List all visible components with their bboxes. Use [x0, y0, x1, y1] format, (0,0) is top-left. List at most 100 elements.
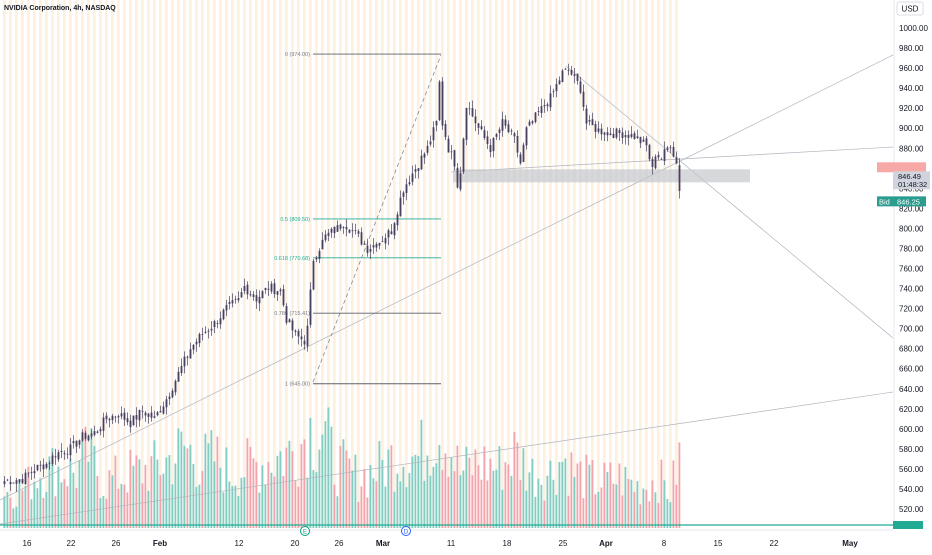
volume-bar: [627, 478, 630, 528]
time-tick-label: 18: [503, 539, 512, 548]
currency-button[interactable]: USD: [896, 1, 924, 16]
session-stripe: [249, 0, 252, 528]
session-stripe: [483, 0, 486, 528]
session-stripe: [213, 0, 216, 528]
time-tick-label: 8: [662, 539, 667, 548]
candle-body: [330, 228, 333, 233]
volume-bar: [114, 455, 117, 528]
candle-body: [591, 119, 594, 126]
volume-bar: [273, 476, 276, 528]
candle-body: [18, 479, 21, 483]
time-tick-label: 16: [23, 539, 32, 548]
volume-bar: [633, 491, 636, 528]
candle-body: [219, 318, 222, 325]
candle-body: [279, 289, 282, 292]
candle-body: [462, 138, 465, 172]
volume-bar: [177, 428, 180, 528]
candle-body: [138, 409, 141, 421]
session-stripe: [69, 0, 72, 528]
volume-bar: [465, 446, 468, 528]
volume-bar: [486, 480, 489, 528]
volume-bar: [63, 479, 66, 528]
time-tick-label: May: [842, 539, 858, 548]
price-tick-label: 940.00: [899, 84, 924, 93]
volume-bar: [186, 448, 189, 528]
candle-body: [174, 380, 177, 393]
volume-bar: [234, 485, 237, 528]
price-tick-label: 520.00: [899, 505, 924, 514]
session-stripe: [81, 0, 84, 528]
candle-body: [180, 365, 183, 373]
volume-bar: [279, 451, 282, 528]
volume-bar: [66, 486, 69, 528]
candle-body: [108, 418, 111, 421]
volume-bar: [444, 453, 447, 528]
price-tick-label: 620.00: [899, 405, 924, 414]
candle-body: [609, 133, 612, 136]
session-stripe: [543, 0, 546, 528]
volume-bar: [69, 458, 72, 528]
candle-body: [297, 331, 300, 337]
candle-body: [66, 453, 69, 455]
session-stripe: [411, 0, 414, 528]
volume-bar: [216, 436, 219, 528]
candle-body: [72, 441, 75, 444]
candle-body: [234, 298, 237, 300]
volume-bar: [450, 457, 453, 528]
prev-close-tag: [877, 162, 926, 173]
volume-bar: [261, 465, 264, 528]
candle-body: [615, 128, 618, 138]
volume-bar: [630, 479, 633, 528]
candle-body: [252, 294, 255, 297]
volume-bar: [342, 439, 345, 528]
candle-body: [153, 416, 156, 418]
candle-body: [261, 291, 264, 299]
volume-bar: [300, 444, 303, 528]
candle-body: [675, 157, 678, 164]
volume-bar: [582, 498, 585, 528]
candle-body: [21, 478, 24, 484]
volume-bar: [453, 471, 456, 528]
time-tick-label: Mar: [376, 539, 390, 548]
candle-body: [258, 296, 261, 304]
bid-value-bg: [893, 196, 926, 207]
session-stripe: [273, 0, 276, 528]
volume-bar: [336, 496, 339, 528]
session-stripe: [141, 0, 144, 528]
volume-bar: [9, 497, 12, 528]
volume-bar: [576, 463, 579, 528]
volume-bar: [504, 462, 507, 528]
candle-body: [207, 330, 210, 332]
volume-bar: [456, 445, 459, 528]
session-stripe: [405, 0, 408, 528]
candle-body: [81, 432, 84, 441]
volume-bar: [54, 496, 57, 528]
price-tick-label: 540.00: [899, 485, 924, 494]
volume-bar: [471, 475, 474, 528]
session-stripe: [621, 0, 624, 528]
candle-body: [558, 80, 561, 85]
session-stripe: [27, 0, 30, 528]
price-tick-label: 640.00: [899, 385, 924, 394]
volume-bar: [675, 484, 678, 528]
volume-bar: [609, 462, 612, 528]
candle-body: [519, 154, 522, 164]
candle-body: [402, 192, 405, 197]
fibonacci-retracement: 0 (974.00) 0.5 (809.50) 0.618 (770.68) 0.78…: [274, 52, 441, 388]
time-tick-label: 20: [291, 539, 300, 548]
candle-body: [177, 371, 180, 382]
volume-bar: [555, 494, 558, 528]
volume-bar: [648, 501, 651, 528]
candle-body: [117, 416, 120, 418]
candle-body: [9, 481, 12, 485]
candle-body: [669, 147, 672, 149]
candle-body: [642, 139, 645, 142]
time-axis: 16 22 26 Feb 12 20 26 Mar 11 18 25 Apr 8 15 22 May E D: [0, 526, 893, 548]
candle-body: [525, 127, 528, 146]
candle-body: [306, 325, 309, 347]
candle-body: [183, 356, 186, 367]
descending-trend-line: [565, 65, 894, 339]
candle-body: [399, 197, 402, 217]
volume-bar: [99, 498, 102, 528]
